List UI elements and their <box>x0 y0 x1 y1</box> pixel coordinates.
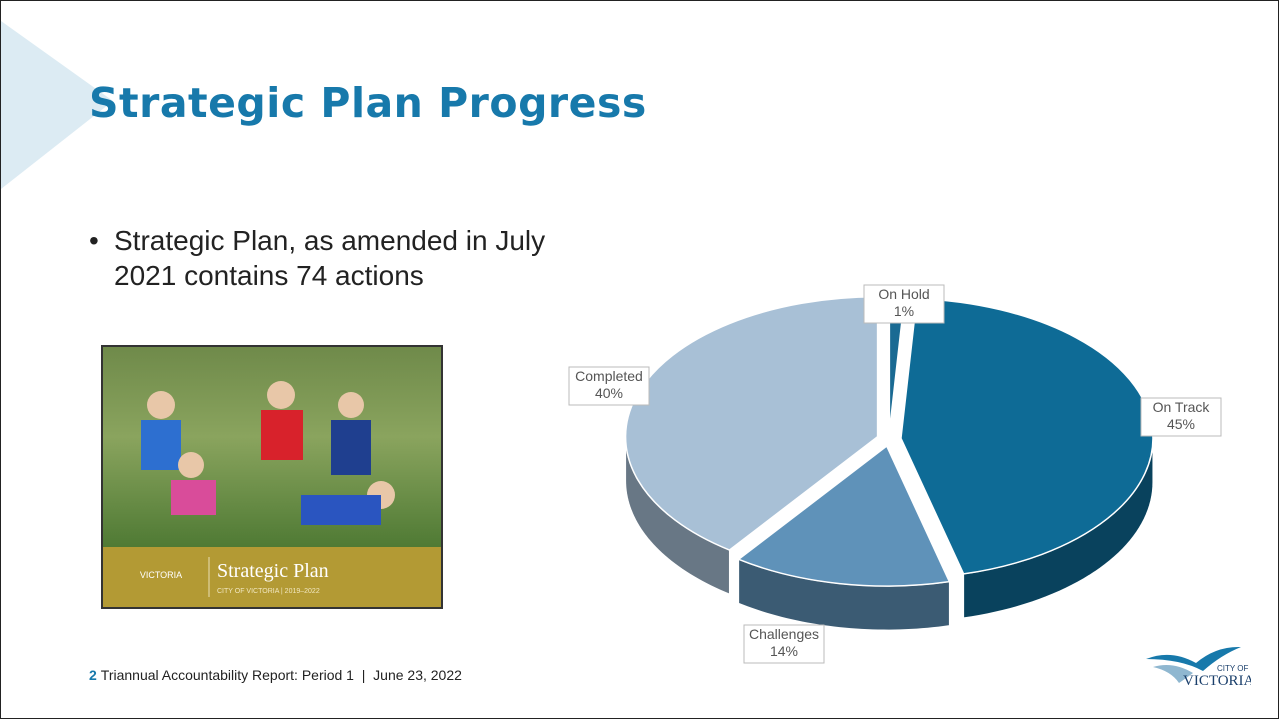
label-value: 1% <box>894 303 914 319</box>
cover-title: Strategic Plan <box>217 560 329 582</box>
footer: 2 Triannual Accountability Report: Period… <box>89 667 462 683</box>
label-category: Challenges <box>749 626 819 642</box>
label-box <box>1140 397 1222 437</box>
bullet-marker: • <box>89 225 99 256</box>
logo-line1: CITY OF <box>1217 664 1249 673</box>
logo-line2: VICTORIA <box>1183 673 1251 689</box>
svg-text:VICTORIA: VICTORIA <box>140 570 182 580</box>
page-number: 2 <box>89 667 97 683</box>
corner-decoration <box>1 21 113 189</box>
slice <box>737 444 951 587</box>
label-box <box>743 624 825 664</box>
cover-subtitle: CITY OF VICTORIA | 2019–2022 <box>217 588 320 595</box>
label-category: Completed <box>575 368 643 384</box>
bullet-text: Strategic Plan, as amended in July 2021 … <box>114 225 546 291</box>
slide-title: Strategic Plan Progress <box>89 79 647 127</box>
label-box <box>568 366 650 406</box>
label-category: On Hold <box>878 286 929 302</box>
label-category: On Track <box>1153 399 1211 415</box>
footer-text: Triannual Accountability Report: Period … <box>100 667 462 683</box>
logo: CITY OF VICTORIA <box>1146 646 1251 689</box>
label-value: 14% <box>770 643 798 659</box>
label-value: 40% <box>595 385 623 401</box>
cover-image: VICTORIA Strategic Plan CITY OF VICTORIA… <box>101 345 443 609</box>
label-box <box>863 284 945 324</box>
label-value: 45% <box>1167 416 1195 432</box>
